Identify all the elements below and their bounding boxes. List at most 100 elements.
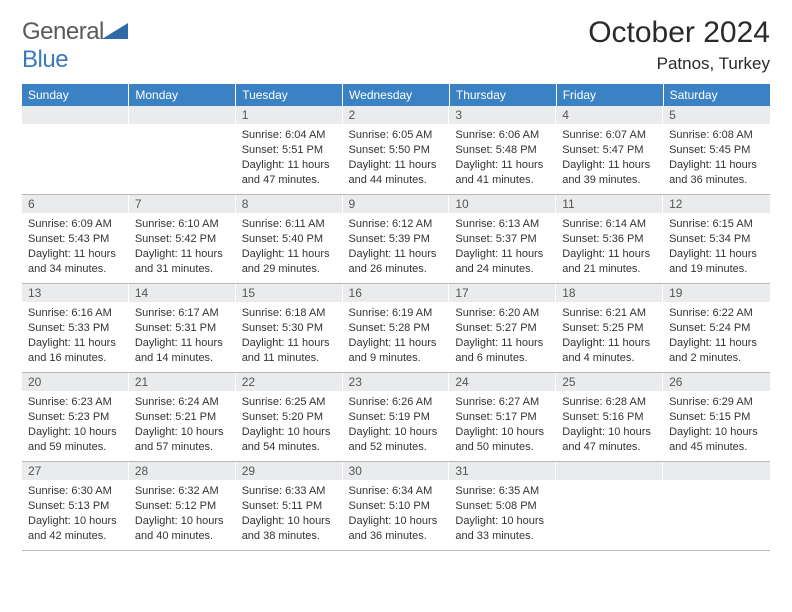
- calendar-day: 10Sunrise: 6:13 AMSunset: 5:37 PMDayligh…: [449, 195, 556, 284]
- day-number: 16: [343, 284, 450, 302]
- day-line: Daylight: 11 hours: [669, 158, 764, 173]
- day-line: Sunset: 5:28 PM: [349, 321, 444, 336]
- day-line: and 36 minutes.: [349, 529, 444, 544]
- day-number: 20: [22, 373, 129, 391]
- weekday-wed: Wednesday: [343, 84, 450, 106]
- calendar-day: 26Sunrise: 6:29 AMSunset: 5:15 PMDayligh…: [663, 373, 770, 462]
- day-content: Sunrise: 6:18 AMSunset: 5:30 PMDaylight:…: [236, 302, 343, 367]
- day-number: 8: [236, 195, 343, 213]
- day-line: Sunset: 5:17 PM: [455, 410, 550, 425]
- weekday-sun: Sunday: [22, 84, 129, 106]
- day-line: Sunset: 5:20 PM: [242, 410, 337, 425]
- day-line: Sunrise: 6:22 AM: [669, 306, 764, 321]
- day-line: Sunrise: 6:04 AM: [242, 128, 337, 143]
- day-line: Sunrise: 6:11 AM: [242, 217, 337, 232]
- day-line: and 29 minutes.: [242, 262, 337, 277]
- day-line: Daylight: 11 hours: [135, 247, 230, 262]
- day-line: Sunrise: 6:07 AM: [562, 128, 657, 143]
- day-line: Sunrise: 6:08 AM: [669, 128, 764, 143]
- day-number: 7: [129, 195, 236, 213]
- day-line: Daylight: 10 hours: [562, 425, 657, 440]
- day-line: Sunset: 5:36 PM: [562, 232, 657, 247]
- day-line: Sunrise: 6:10 AM: [135, 217, 230, 232]
- day-line: Daylight: 10 hours: [349, 425, 444, 440]
- day-line: Daylight: 11 hours: [242, 247, 337, 262]
- weekday-tue: Tuesday: [236, 84, 343, 106]
- day-number: 11: [556, 195, 663, 213]
- calendar-day: 2Sunrise: 6:05 AMSunset: 5:50 PMDaylight…: [343, 106, 450, 195]
- day-line: Sunset: 5:48 PM: [455, 143, 550, 158]
- day-content: Sunrise: 6:27 AMSunset: 5:17 PMDaylight:…: [449, 391, 556, 456]
- day-line: Sunrise: 6:18 AM: [242, 306, 337, 321]
- day-line: Daylight: 10 hours: [135, 514, 230, 529]
- day-line: Sunrise: 6:28 AM: [562, 395, 657, 410]
- page-header: GeneralBlue October 2024 Patnos, Turkey: [22, 18, 770, 74]
- day-line: and 9 minutes.: [349, 351, 444, 366]
- day-content: Sunrise: 6:35 AMSunset: 5:08 PMDaylight:…: [449, 480, 556, 545]
- day-content: Sunrise: 6:15 AMSunset: 5:34 PMDaylight:…: [663, 213, 770, 278]
- day-content: Sunrise: 6:10 AMSunset: 5:42 PMDaylight:…: [129, 213, 236, 278]
- day-line: Sunrise: 6:23 AM: [28, 395, 123, 410]
- title-block: October 2024 Patnos, Turkey: [588, 18, 770, 74]
- day-content: Sunrise: 6:14 AMSunset: 5:36 PMDaylight:…: [556, 213, 663, 278]
- day-line: and 36 minutes.: [669, 173, 764, 188]
- day-line: Sunset: 5:15 PM: [669, 410, 764, 425]
- day-content: Sunrise: 6:20 AMSunset: 5:27 PMDaylight:…: [449, 302, 556, 367]
- day-number: [22, 106, 129, 124]
- day-line: Daylight: 11 hours: [562, 247, 657, 262]
- calendar-day: [22, 106, 129, 195]
- day-line: Sunset: 5:31 PM: [135, 321, 230, 336]
- day-number: 31: [449, 462, 556, 480]
- day-line: Sunset: 5:19 PM: [349, 410, 444, 425]
- day-line: and 4 minutes.: [562, 351, 657, 366]
- day-line: Sunset: 5:23 PM: [28, 410, 123, 425]
- day-line: Sunset: 5:13 PM: [28, 499, 123, 514]
- day-number: [663, 462, 770, 480]
- day-content: Sunrise: 6:24 AMSunset: 5:21 PMDaylight:…: [129, 391, 236, 456]
- weekday-thu: Thursday: [449, 84, 556, 106]
- day-line: Daylight: 11 hours: [455, 247, 550, 262]
- day-number: 29: [236, 462, 343, 480]
- day-line: Daylight: 11 hours: [242, 158, 337, 173]
- calendar-week: 27Sunrise: 6:30 AMSunset: 5:13 PMDayligh…: [22, 462, 770, 551]
- month-title: October 2024: [588, 18, 770, 48]
- day-number: [556, 462, 663, 480]
- day-number: 19: [663, 284, 770, 302]
- day-content: Sunrise: 6:28 AMSunset: 5:16 PMDaylight:…: [556, 391, 663, 456]
- day-line: Daylight: 11 hours: [242, 336, 337, 351]
- calendar-day: 22Sunrise: 6:25 AMSunset: 5:20 PMDayligh…: [236, 373, 343, 462]
- day-number: 6: [22, 195, 129, 213]
- day-line: Sunset: 5:42 PM: [135, 232, 230, 247]
- calendar-day: 14Sunrise: 6:17 AMSunset: 5:31 PMDayligh…: [129, 284, 236, 373]
- calendar-week: 13Sunrise: 6:16 AMSunset: 5:33 PMDayligh…: [22, 284, 770, 373]
- day-number: 13: [22, 284, 129, 302]
- day-number: 2: [343, 106, 450, 124]
- day-content: Sunrise: 6:34 AMSunset: 5:10 PMDaylight:…: [343, 480, 450, 545]
- day-line: Sunrise: 6:25 AM: [242, 395, 337, 410]
- day-line: Sunset: 5:45 PM: [669, 143, 764, 158]
- calendar-day: 21Sunrise: 6:24 AMSunset: 5:21 PMDayligh…: [129, 373, 236, 462]
- day-number: 10: [449, 195, 556, 213]
- calendar-day: 5 Sunrise: 6:08 AMSunset: 5:45 PMDaylight…: [663, 106, 770, 195]
- day-line: and 16 minutes.: [28, 351, 123, 366]
- day-line: Sunset: 5:39 PM: [349, 232, 444, 247]
- day-line: and 52 minutes.: [349, 440, 444, 455]
- day-content: [556, 480, 663, 486]
- day-content: Sunrise: 6:05 AMSunset: 5:50 PMDaylight:…: [343, 124, 450, 189]
- calendar-day: 4Sunrise: 6:07 AMSunset: 5:47 PMDaylight…: [556, 106, 663, 195]
- day-content: Sunrise: 6:07 AMSunset: 5:47 PMDaylight:…: [556, 124, 663, 189]
- day-line: Sunset: 5:24 PM: [669, 321, 764, 336]
- calendar-day: 29Sunrise: 6:33 AMSunset: 5:11 PMDayligh…: [236, 462, 343, 551]
- day-line: and 50 minutes.: [455, 440, 550, 455]
- day-number: 5: [663, 106, 770, 124]
- day-line: Sunrise: 6:33 AM: [242, 484, 337, 499]
- day-line: and 2 minutes.: [669, 351, 764, 366]
- day-line: Daylight: 10 hours: [135, 425, 230, 440]
- day-line: and 21 minutes.: [562, 262, 657, 277]
- day-content: Sunrise: 6:09 AMSunset: 5:43 PMDaylight:…: [22, 213, 129, 278]
- day-line: Daylight: 11 hours: [669, 336, 764, 351]
- day-line: Sunset: 5:16 PM: [562, 410, 657, 425]
- day-line: and 11 minutes.: [242, 351, 337, 366]
- calendar-page: GeneralBlue October 2024 Patnos, Turkey …: [0, 0, 792, 551]
- day-line: Daylight: 10 hours: [28, 514, 123, 529]
